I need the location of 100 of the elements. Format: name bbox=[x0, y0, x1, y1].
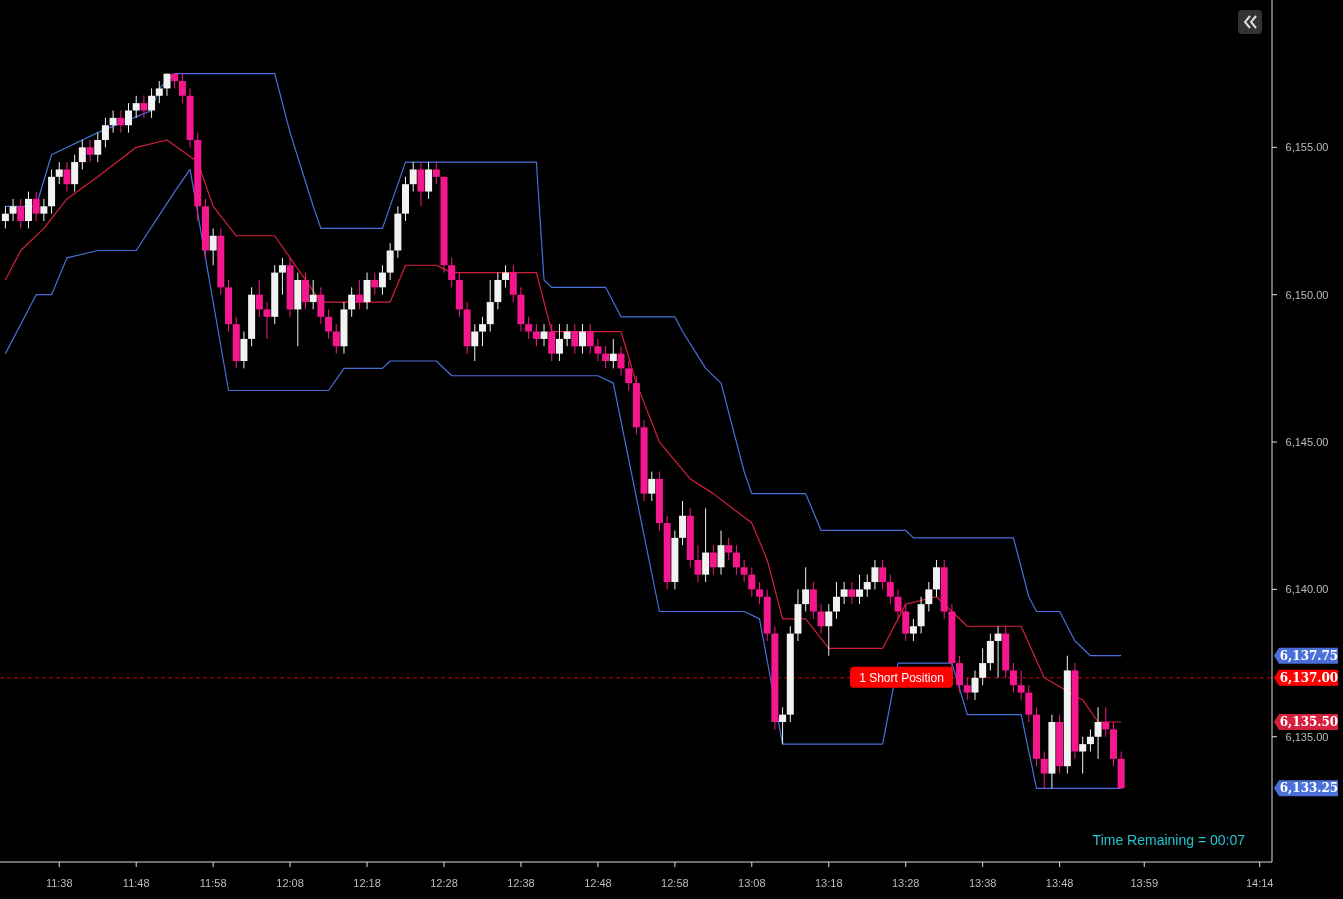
annotation: Time Remaining = 00:07 bbox=[1092, 832, 1246, 848]
candlestick bbox=[155, 80, 163, 104]
x-tick-label: 12:18 bbox=[353, 877, 381, 889]
candlestick bbox=[932, 559, 940, 598]
candlestick bbox=[71, 154, 79, 193]
candlestick bbox=[532, 323, 540, 347]
candlestick bbox=[809, 581, 817, 620]
candlestick bbox=[779, 706, 787, 745]
candlestick bbox=[1102, 706, 1110, 738]
candlestick bbox=[871, 559, 879, 590]
candlestick bbox=[363, 272, 371, 310]
candlestick bbox=[409, 161, 417, 193]
x-tick-label: 14:14 bbox=[1245, 877, 1274, 889]
candlestick bbox=[1040, 750, 1048, 789]
candlestick bbox=[386, 242, 394, 281]
candlestick bbox=[709, 544, 717, 576]
candlestick bbox=[78, 139, 86, 170]
y-tick-label: 6,155.00 bbox=[1285, 141, 1329, 154]
candlestick bbox=[702, 507, 710, 583]
x-tick-label: 13:59 bbox=[1130, 877, 1159, 889]
candlestick bbox=[486, 279, 494, 333]
candlestick bbox=[332, 323, 340, 355]
candlestick bbox=[178, 73, 186, 104]
candlestick bbox=[894, 588, 902, 620]
x-tick-label: 13:28 bbox=[891, 877, 920, 889]
candlestick bbox=[694, 544, 702, 583]
candlestick bbox=[917, 596, 925, 635]
candlestick bbox=[448, 257, 456, 288]
candlestick bbox=[40, 198, 48, 222]
candlestick bbox=[548, 323, 556, 362]
candlestick bbox=[902, 603, 910, 642]
y-tick-label: 6,140.00 bbox=[1285, 583, 1329, 596]
y-tick-label: 6,150.00 bbox=[1285, 288, 1329, 301]
candlestick bbox=[494, 272, 502, 310]
candlestick bbox=[886, 574, 894, 605]
candlestick bbox=[355, 279, 363, 310]
y-tick-label: 6,137.00 bbox=[1279, 670, 1339, 685]
candlestick bbox=[24, 191, 32, 229]
candlestick bbox=[1, 205, 9, 229]
candlestick bbox=[832, 581, 840, 620]
candlestick bbox=[725, 537, 733, 561]
x-tick-label: 12:38 bbox=[507, 877, 535, 889]
candlestick bbox=[925, 581, 933, 612]
x-tick-label: 12:28 bbox=[430, 877, 458, 889]
candlestick bbox=[963, 677, 971, 701]
candlestick bbox=[1017, 669, 1025, 701]
candlestick bbox=[378, 264, 386, 296]
candlestick bbox=[325, 308, 333, 340]
candlestick bbox=[317, 286, 325, 325]
candlestick bbox=[648, 471, 656, 502]
candlestick bbox=[117, 110, 125, 134]
ref-line-label: 1 Short Position bbox=[859, 670, 944, 685]
candlestick bbox=[509, 264, 517, 303]
candlestick bbox=[602, 345, 610, 369]
candlestick bbox=[571, 323, 579, 355]
candlestick bbox=[255, 279, 263, 318]
candlestick bbox=[63, 161, 71, 193]
y-tick-label: 6,145.00 bbox=[1285, 436, 1329, 449]
candlestick bbox=[956, 655, 964, 694]
candlestick bbox=[1086, 728, 1094, 752]
candlestick bbox=[86, 139, 94, 163]
candlestick bbox=[994, 625, 1002, 679]
x-tick-label: 11:58 bbox=[199, 877, 227, 889]
x-tick-label: 13:08 bbox=[738, 877, 766, 889]
candlestick bbox=[825, 603, 833, 657]
candlestick bbox=[478, 316, 486, 347]
candlestick bbox=[9, 198, 17, 222]
candlestick bbox=[525, 316, 533, 340]
x-tick-label: 11:38 bbox=[45, 877, 73, 889]
candlestick bbox=[1025, 684, 1033, 723]
candlestick bbox=[32, 191, 40, 222]
candlestick bbox=[240, 331, 248, 369]
candlestick bbox=[555, 323, 563, 362]
x-tick-label: 13:18 bbox=[815, 877, 843, 889]
candlestick bbox=[740, 559, 748, 583]
candlestick bbox=[979, 647, 987, 686]
candlestick bbox=[840, 581, 848, 605]
candlestick bbox=[348, 286, 356, 318]
candlestick bbox=[594, 338, 602, 362]
candlestick bbox=[863, 574, 871, 598]
candlestick bbox=[679, 500, 687, 546]
x-tick-label: 13:48 bbox=[1045, 877, 1074, 889]
candlestick bbox=[109, 110, 117, 134]
candlestick bbox=[617, 345, 625, 377]
candlestick bbox=[732, 544, 740, 576]
candlestick bbox=[563, 323, 571, 347]
candlestick bbox=[848, 581, 856, 605]
candlestick bbox=[717, 529, 725, 576]
candlestick bbox=[1079, 736, 1087, 775]
candlestick bbox=[94, 132, 102, 163]
candlestick bbox=[124, 102, 132, 134]
x-tick-label: 13:38 bbox=[968, 877, 997, 889]
candlestick bbox=[540, 323, 548, 347]
x-tick-label: 11:48 bbox=[122, 877, 150, 889]
candlestick bbox=[132, 95, 140, 119]
candlestick bbox=[748, 566, 756, 598]
line-series bbox=[4, 73, 1122, 657]
candlestick bbox=[879, 559, 887, 590]
candlestick bbox=[909, 618, 917, 642]
candlestick bbox=[502, 264, 510, 288]
